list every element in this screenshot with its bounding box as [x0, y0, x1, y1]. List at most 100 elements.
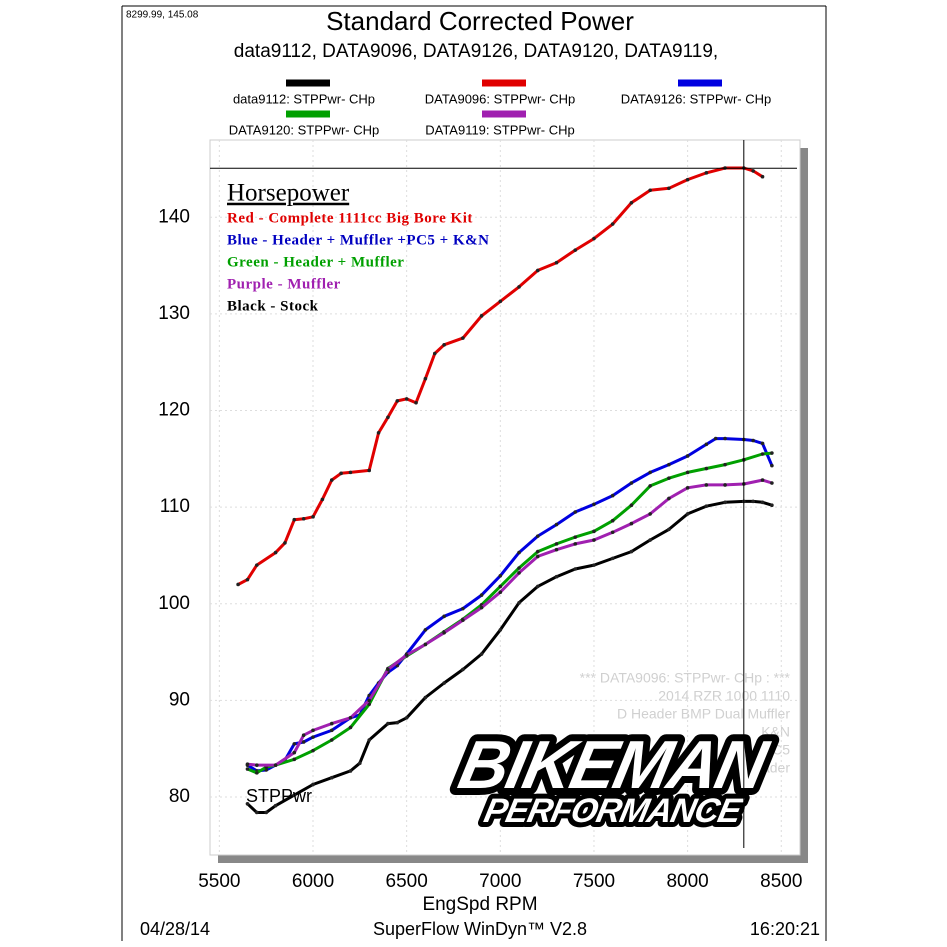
plot-area — [209, 139, 801, 856]
data-point — [592, 529, 596, 534]
data-point — [535, 549, 540, 554]
data-point — [685, 454, 690, 458]
data-point — [404, 653, 409, 657]
data-point — [760, 174, 765, 179]
data-point — [273, 803, 278, 808]
data-point — [423, 628, 428, 632]
data-point — [301, 740, 306, 744]
legend-label: DATA9096: STPPwr- CHp — [425, 91, 576, 106]
data-point — [498, 628, 503, 632]
data-point — [751, 499, 755, 504]
data-point — [479, 605, 484, 610]
data-point — [292, 517, 297, 522]
data-point — [311, 515, 315, 519]
annotation-line: Black - Stock — [227, 298, 319, 314]
chart-title: Standard Corrected Power — [326, 6, 634, 36]
data-point — [573, 542, 578, 546]
data-point — [535, 534, 540, 538]
data-point — [329, 721, 334, 726]
data-point — [723, 483, 727, 487]
data-point — [442, 343, 446, 347]
y-tick-label: 100 — [158, 593, 190, 614]
data-point — [573, 535, 578, 539]
data-point — [245, 577, 250, 582]
data-point — [348, 715, 353, 720]
data-point — [386, 667, 390, 672]
data-point — [648, 188, 652, 193]
data-point — [367, 738, 372, 742]
data-point — [751, 438, 755, 443]
data-point — [610, 518, 615, 523]
data-point — [329, 478, 334, 482]
data-point — [311, 748, 315, 753]
data-point — [498, 584, 503, 589]
data-point — [554, 542, 559, 546]
data-point — [255, 810, 259, 815]
data-point — [301, 733, 306, 737]
x-tick-label: 8000 — [666, 871, 708, 892]
data-point — [311, 728, 315, 733]
cursor-readout: 8299.99, 145.08 — [126, 10, 199, 21]
data-point — [320, 497, 325, 502]
data-point — [273, 763, 278, 767]
data-point — [629, 481, 634, 485]
data-point — [648, 484, 652, 488]
data-point — [442, 630, 446, 635]
data-point — [292, 757, 297, 762]
watermark-text: *** DATA9096: STPPwr- CHp : *** — [580, 670, 791, 686]
data-point — [629, 549, 634, 554]
data-point — [432, 351, 437, 356]
data-point — [770, 451, 774, 455]
data-point — [573, 510, 578, 514]
data-point — [592, 502, 596, 507]
footer-time: 16:20:21 — [750, 919, 820, 939]
x-tick-label: 8500 — [760, 871, 802, 892]
data-point — [704, 442, 709, 447]
data-point — [245, 762, 250, 766]
data-point — [236, 582, 240, 587]
data-point — [461, 618, 465, 623]
data-point — [517, 550, 521, 555]
data-point — [367, 698, 372, 703]
chart-subtitle: data9112, DATA9096, DATA9126, DATA9120, … — [234, 41, 718, 62]
data-point — [367, 468, 372, 473]
data-point — [554, 260, 559, 265]
data-point — [685, 512, 690, 516]
data-point — [461, 336, 465, 340]
data-point — [704, 504, 709, 508]
data-point — [685, 486, 690, 490]
data-point — [283, 541, 287, 545]
data-point — [498, 590, 503, 594]
data-point — [329, 775, 334, 780]
data-point — [592, 538, 596, 542]
data-point — [610, 493, 615, 498]
data-point — [461, 606, 465, 611]
data-point — [770, 481, 774, 485]
data-point — [367, 702, 372, 707]
annotation-line: Red - Complete 1111cc Big Bore Kit — [227, 210, 473, 226]
logo-text: BIKEMAN — [453, 727, 776, 803]
data-point — [339, 471, 343, 476]
y-series-label: STPPwr — [246, 786, 312, 806]
data-point — [667, 496, 671, 501]
data-point — [329, 738, 334, 742]
watermark-text: PC5 — [763, 742, 790, 758]
watermark-text: Header — [744, 760, 790, 776]
data-point — [386, 721, 390, 726]
annotation-title: Horsepower — [227, 180, 350, 207]
data-point — [704, 171, 709, 175]
x-tick-label: 6000 — [292, 871, 334, 892]
data-point — [535, 584, 540, 589]
data-point — [498, 573, 503, 578]
data-point — [610, 530, 615, 535]
data-point — [404, 715, 409, 720]
data-point — [264, 810, 268, 815]
data-point — [592, 563, 596, 567]
annotation-line: Green - Header + Muffler — [227, 254, 404, 270]
data-point — [292, 742, 297, 746]
data-point — [713, 436, 718, 441]
data-point — [610, 222, 615, 226]
data-point — [517, 285, 521, 289]
data-point — [667, 476, 671, 480]
